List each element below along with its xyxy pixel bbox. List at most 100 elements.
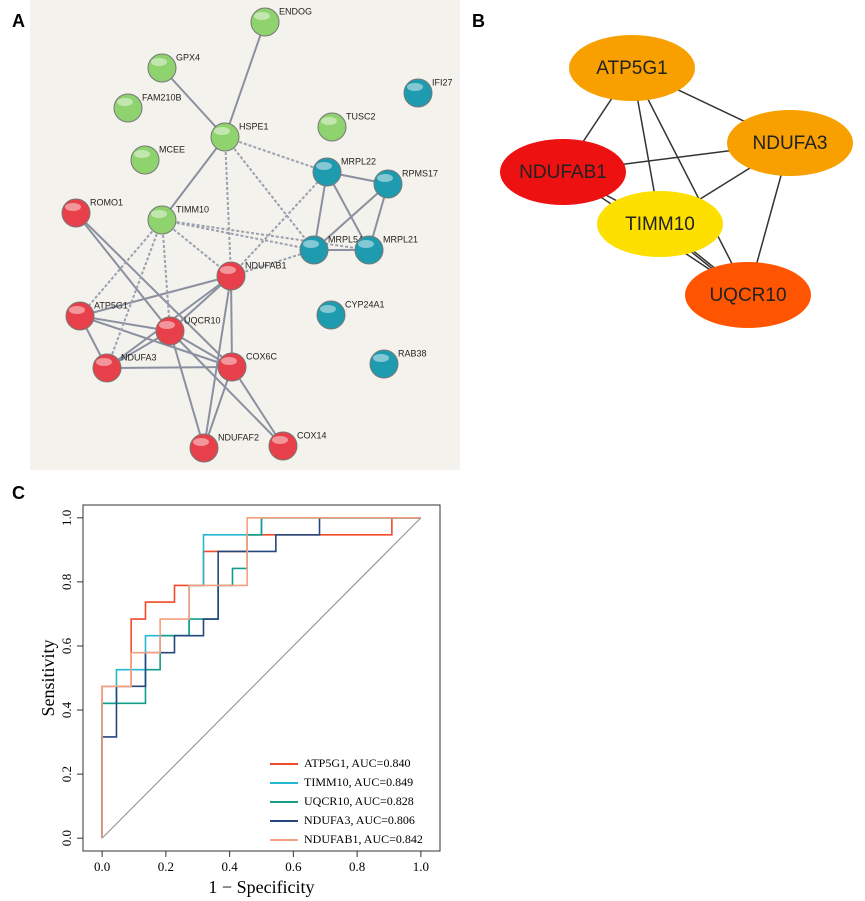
edge — [169, 330, 205, 449]
edge — [75, 212, 171, 332]
node — [373, 169, 403, 199]
node-label: NDUFAB1 — [245, 260, 287, 270]
panel-label: C — [12, 483, 25, 503]
node — [369, 349, 399, 379]
legend-label: NDUFA3, AUC=0.806 — [304, 813, 415, 827]
edge — [224, 136, 232, 277]
y-tick-label: 0.6 — [59, 637, 74, 654]
node-label: NDUFA3 — [753, 133, 828, 154]
node-label: ROMO1 — [90, 197, 123, 207]
node-highlight — [254, 12, 270, 20]
y-axis-title: Sensitivity — [38, 639, 58, 716]
node-highlight — [151, 210, 167, 218]
node-label: MRPL54 — [328, 234, 363, 244]
edge — [106, 219, 163, 369]
node-label: TUSC2 — [346, 111, 376, 121]
node — [61, 198, 91, 228]
node-label: CYP24A1 — [345, 299, 385, 309]
node-label: MRPL22 — [341, 156, 376, 166]
network-b: ATP5G1 NDUFA3 NDUFAB1 TIMM10 UQCR10 — [500, 35, 853, 328]
edge — [75, 212, 233, 368]
node — [685, 262, 811, 328]
edge — [79, 219, 163, 317]
node-highlight — [96, 358, 112, 366]
node — [189, 433, 219, 463]
edge — [169, 330, 284, 447]
legend-label: UQCR10, AUC=0.828 — [304, 794, 414, 808]
x-tick-label: 0.0 — [94, 859, 110, 874]
node-highlight — [193, 438, 209, 446]
x-tick-label: 0.8 — [349, 859, 365, 874]
node-label: MRPL21 — [383, 234, 418, 244]
node — [65, 301, 95, 331]
plot-frame — [82, 504, 441, 852]
node-label: ATP5G1 — [596, 58, 667, 79]
x-tick-label: 0.2 — [158, 859, 174, 874]
node-label: ENDOG — [279, 6, 312, 16]
node-highlight — [303, 240, 319, 248]
node-label: GPX4 — [176, 52, 200, 62]
node — [727, 110, 853, 176]
node — [250, 7, 280, 37]
panel-label: A — [12, 11, 25, 31]
node-label: COX14 — [297, 430, 327, 440]
node-label: MCEE — [159, 144, 185, 154]
node-highlight — [358, 240, 374, 248]
y-tick-label: 0.4 — [59, 701, 74, 718]
legend-label: TIMM10, AUC=0.849 — [304, 775, 413, 789]
edge — [203, 275, 232, 449]
edge — [224, 136, 315, 251]
node — [317, 112, 347, 142]
edge — [161, 219, 171, 332]
node — [155, 316, 185, 346]
node-label: FAM210B — [142, 92, 182, 102]
node-highlight — [407, 83, 423, 91]
edge — [230, 171, 328, 277]
node — [403, 78, 433, 108]
node-label: NDUFA3 — [121, 352, 157, 362]
node-label: IFI27 — [432, 77, 453, 87]
node — [217, 352, 247, 382]
node — [597, 191, 723, 257]
reference-diagonal — [101, 517, 422, 839]
node — [210, 122, 240, 152]
node-highlight — [65, 203, 81, 211]
node-label: NDUFAF2 — [218, 432, 259, 442]
edge — [79, 315, 233, 368]
legend-label: ATP5G1, AUC=0.840 — [304, 756, 410, 770]
node-highlight — [151, 58, 167, 66]
edge — [79, 315, 171, 332]
node-highlight — [320, 305, 336, 313]
node — [316, 300, 346, 330]
node — [130, 145, 160, 175]
node-highlight — [221, 357, 237, 365]
edge — [230, 275, 233, 368]
node-label: RPMS17 — [402, 168, 438, 178]
edge — [224, 136, 328, 173]
edge — [161, 219, 315, 251]
node — [216, 261, 246, 291]
panel-label: B — [472, 11, 485, 31]
edge — [326, 171, 370, 251]
node-highlight — [316, 162, 332, 170]
edge — [631, 67, 749, 296]
node — [312, 157, 342, 187]
y-tick-label: 1.0 — [59, 510, 74, 526]
x-tick-label: 0.4 — [222, 859, 239, 874]
node-label: HSPE1 — [239, 121, 269, 131]
y-tick-label: 0.0 — [59, 830, 74, 846]
node-label: ATP5G1 — [94, 300, 128, 310]
node — [500, 139, 626, 205]
edge — [313, 183, 389, 251]
node — [147, 53, 177, 83]
node — [299, 235, 329, 265]
node — [113, 93, 143, 123]
edge — [224, 21, 266, 138]
x-axis-title: 1 − Specificity — [208, 877, 314, 897]
node-highlight — [220, 266, 236, 274]
node-highlight — [134, 150, 150, 158]
node-highlight — [272, 436, 288, 444]
node — [92, 353, 122, 383]
